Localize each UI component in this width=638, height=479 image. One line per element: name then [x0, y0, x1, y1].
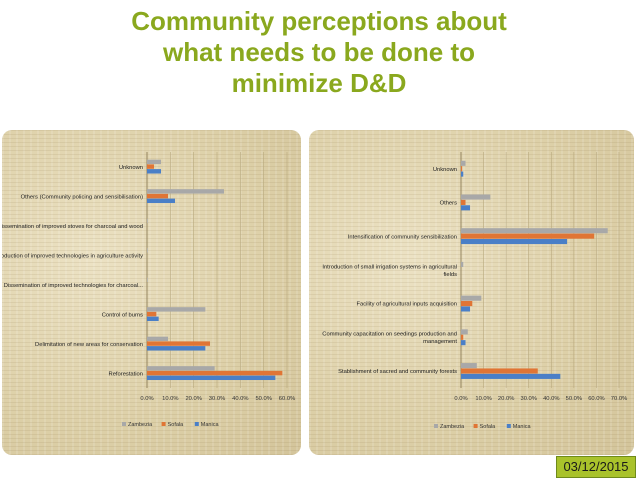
- right-bar-manica: [461, 171, 464, 177]
- title-line-2: what needs to be done to: [162, 37, 475, 67]
- left-x-tick-label: 40.0%: [232, 396, 248, 402]
- right-legend-label: Sofala: [480, 424, 497, 430]
- left-x-tick-label: 50.0%: [255, 396, 271, 402]
- left-x-tick-label: 0.0%: [140, 396, 153, 402]
- right-chart-panel: 0.0% 10.0% 20.0% 30.0% 40.0% 50.0% 60.0% 70.0% U…: [309, 130, 634, 455]
- right-x-tick-label: 50.0%: [566, 396, 582, 402]
- right-category-label: Intensification of community sensibiliza…: [348, 234, 457, 240]
- left-legend-swatch: [122, 422, 126, 426]
- right-category-label: Facility of agricultural inputs acquisit…: [356, 302, 457, 308]
- right-bar-zambezia: [461, 363, 477, 369]
- title-line-1: Community perceptions about: [131, 6, 507, 36]
- right-bar-sofala: [461, 334, 464, 340]
- right-legend-swatch: [473, 424, 478, 428]
- right-bar-manica: [461, 340, 466, 346]
- left-bar-manica: [147, 375, 276, 381]
- left-category-label: Dissemination of improved stoves for cha…: [2, 224, 143, 230]
- right-category-label: Stablishment of sacred and community for…: [338, 369, 457, 375]
- right-bar-sofala: [461, 368, 538, 374]
- left-legend-label: Manica: [201, 422, 220, 428]
- left-bar-sofala: [147, 311, 157, 317]
- left-bar-sofala: [147, 341, 210, 346]
- left-bar-manica: [147, 346, 206, 351]
- right-bar-manica: [461, 306, 471, 312]
- right-bar-sofala: [461, 199, 466, 205]
- right-x-tick-label: 30.0%: [520, 396, 536, 402]
- right-category-label: Others: [440, 201, 457, 207]
- left-bar-zambezia: [147, 189, 224, 194]
- left-category-label: Dissemination of improved technologies f…: [4, 283, 144, 289]
- right-x-tick-label: 40.0%: [543, 396, 559, 402]
- right-bar-zambezia: [461, 194, 491, 200]
- right-bar-manica: [461, 238, 568, 245]
- left-legend-label: Zambezia: [128, 422, 153, 428]
- right-bar-zambezia: [461, 228, 608, 234]
- left-bar-zambezia: [147, 307, 206, 312]
- right-bar-zambezia: [461, 261, 464, 268]
- left-legend-label: Sofala: [168, 422, 185, 428]
- left-bar-manica: [147, 316, 159, 322]
- right-x-tick-label: 0.0%: [454, 396, 467, 402]
- right-bar-zambezia: [461, 160, 466, 166]
- left-x-tick-label: 30.0%: [209, 396, 225, 402]
- left-bar-chart: 0.0% 10.0% 20.0% 30.0% 40.0% 50.0% 60.0% Unknow…: [2, 152, 295, 428]
- left-chart-panel: 0.0% 10.0% 20.0% 30.0% 40.0% 50.0% 60.0% Unknow…: [2, 130, 301, 455]
- left-bar-sofala: [147, 164, 154, 169]
- right-x-tick-label: 70.0%: [611, 396, 627, 402]
- left-bar-manica: [147, 198, 175, 204]
- left-category-label: Introduction of improved technologies in…: [2, 253, 143, 259]
- right-bar-chart: 0.0% 10.0% 20.0% 30.0% 40.0% 50.0% 60.0% 70.0% U…: [322, 152, 627, 430]
- left-category-label: Unknown: [119, 165, 143, 171]
- right-legend-label: Zambezia: [440, 424, 465, 430]
- right-bar-sofala: [461, 233, 595, 239]
- right-bar-sofala: [461, 301, 473, 307]
- left-category-label: Control of burns: [102, 312, 143, 318]
- right-bar-zambezia: [461, 329, 468, 335]
- left-x-tick-label: 20.0%: [185, 396, 201, 402]
- right-category-label: Community capacitation on seedings produ…: [322, 332, 457, 346]
- slide-title: Community perceptions about what needs t…: [0, 6, 638, 99]
- title-line-3: minimize D&D: [231, 68, 407, 98]
- right-bar-manica: [461, 205, 471, 211]
- right-category-label: Unknown: [433, 167, 457, 173]
- right-legend-label: Manica: [513, 424, 532, 430]
- left-bar-zambezia: [147, 159, 161, 165]
- left-bar-zambezia: [147, 336, 168, 342]
- left-bar-zambezia: [147, 277, 148, 283]
- left-bar-zambezia: [147, 366, 215, 371]
- left-bar-sofala: [147, 370, 283, 376]
- left-legend-swatch: [194, 422, 199, 426]
- left-category-label: Others (Community policing and sensibili…: [21, 194, 144, 200]
- right-bar-manica: [461, 373, 561, 379]
- left-x-tick-label: 60.0%: [279, 396, 295, 402]
- left-bar-sofala: [147, 193, 168, 199]
- right-x-tick-label: 10.0%: [475, 396, 491, 402]
- right-bar-zambezia: [461, 295, 482, 301]
- right-category-label: Introduction of small irrigation systems…: [322, 264, 457, 278]
- left-bar-zambezia: [147, 218, 148, 224]
- left-category-label: Reforestation: [109, 371, 143, 377]
- right-x-tick-label: 60.0%: [588, 396, 604, 402]
- left-bar-zambezia: [147, 248, 148, 253]
- right-bar-sofala: [461, 166, 463, 172]
- left-category-label: Delimitation of new areas for conservati…: [35, 342, 143, 348]
- left-x-tick-label: 10.0%: [162, 396, 178, 402]
- right-legend-swatch: [506, 424, 511, 428]
- right-x-tick-label: 20.0%: [498, 396, 514, 402]
- right-legend-swatch: [434, 424, 438, 428]
- left-legend-swatch: [161, 422, 166, 426]
- left-bar-manica: [147, 169, 161, 174]
- date-badge: 03/12/2015: [556, 456, 636, 478]
